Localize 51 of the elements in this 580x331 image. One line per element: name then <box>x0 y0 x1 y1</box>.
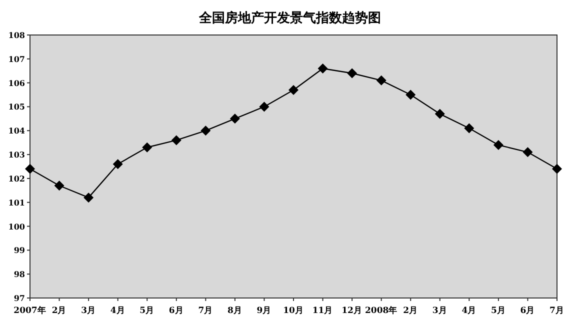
point <box>347 68 358 78</box>
x-tick-label: 12月 <box>342 305 362 316</box>
y-tick-label: 97 <box>14 293 25 303</box>
point <box>376 75 386 86</box>
x-tick-label: 7月 <box>198 305 214 316</box>
point <box>54 180 64 191</box>
y-tick-label: 105 <box>8 102 25 112</box>
x-tick-label: 3月 <box>81 305 96 316</box>
x-tick-label: 9月 <box>256 305 272 316</box>
y-tick-label: 104 <box>8 126 26 136</box>
y-tick-label: 108 <box>8 30 26 40</box>
y-tick-label: 99 <box>14 245 26 256</box>
x-tick-label: 2月 <box>52 305 67 316</box>
y-tick-label: 107 <box>8 54 25 64</box>
y-tick-label: 101 <box>8 197 25 208</box>
point <box>25 164 35 174</box>
x-tick-label: 6月 <box>520 305 536 316</box>
x-tick-label: 8月 <box>227 305 242 316</box>
x-tick-label: 7月 <box>550 305 564 316</box>
point <box>318 63 328 74</box>
x-tick-label: 10月 <box>283 305 304 316</box>
x-tick-label: 4月 <box>110 305 126 316</box>
point <box>406 90 416 100</box>
x-tick-label: 4月 <box>462 305 477 316</box>
point <box>230 114 240 124</box>
point <box>434 108 445 119</box>
point <box>142 142 152 152</box>
point <box>288 84 298 95</box>
point <box>259 102 270 112</box>
x-tick-label: 11月 <box>312 305 334 316</box>
y-tick-label: 106 <box>8 78 26 88</box>
x-tick-label: 2月 <box>403 305 418 316</box>
x-tick-label: 3月 <box>432 305 448 316</box>
point <box>552 164 562 174</box>
chart-title: 全国房地产开发景气指数趋势图 <box>198 10 381 26</box>
point <box>112 159 123 170</box>
y-tick-label: 100 <box>8 221 26 232</box>
point <box>522 147 533 158</box>
x-tick-label: 6月 <box>168 305 184 316</box>
x-tick-label: 5月 <box>140 305 155 316</box>
point <box>200 126 211 136</box>
x-tick-label: 2008年 <box>364 305 398 316</box>
y-tick-label: 102 <box>8 173 25 184</box>
point <box>464 123 474 134</box>
y-tick-label: 98 <box>14 269 26 280</box>
y-tick-label: 103 <box>8 150 26 160</box>
x-tick-label: 5月 <box>490 305 506 316</box>
x-tick-label: 2007年 <box>14 305 46 316</box>
point <box>493 140 504 150</box>
point <box>171 135 182 146</box>
point <box>84 192 94 203</box>
